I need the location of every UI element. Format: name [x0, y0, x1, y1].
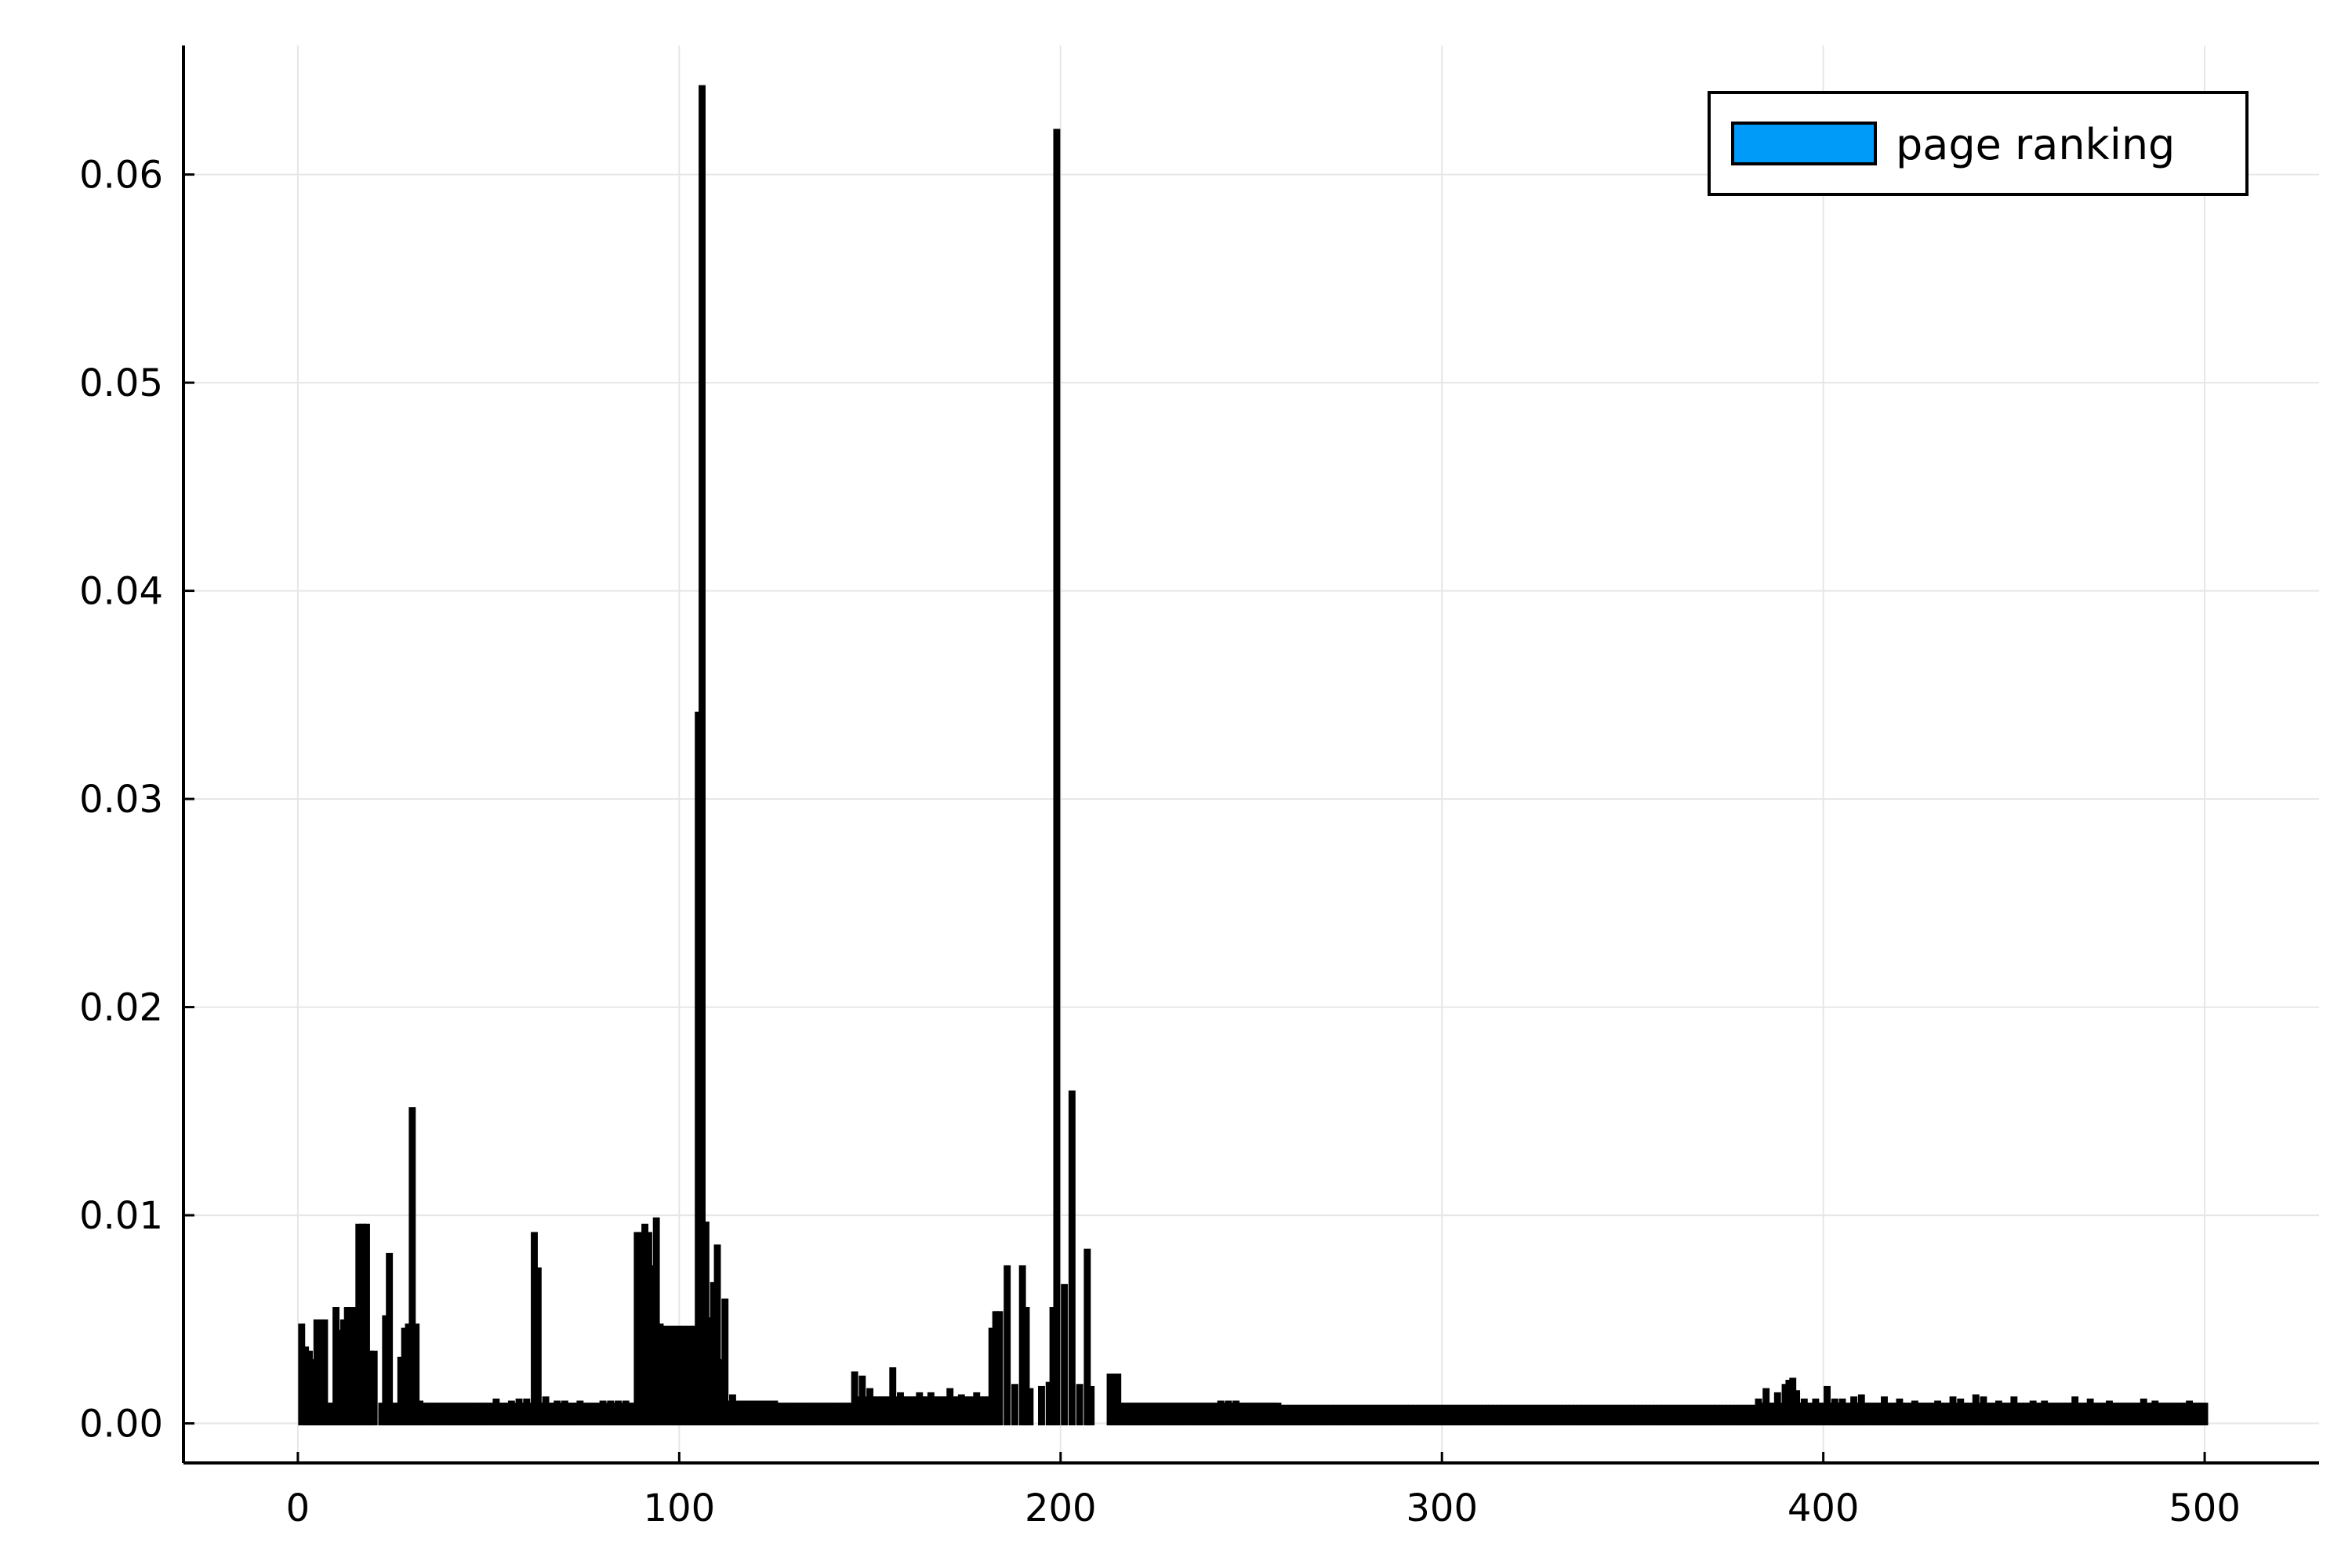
bar: [1038, 1385, 1045, 1426]
bars: [298, 85, 2209, 1426]
bar: [1011, 1384, 1018, 1426]
bar: [1076, 1384, 1083, 1426]
legend-label: page ranking: [1896, 120, 2175, 169]
y-tick-label: 0.00: [79, 1403, 163, 1446]
y-tick-label: 0.02: [79, 986, 163, 1030]
bar: [721, 1298, 729, 1426]
y-tick-label: 0.05: [79, 361, 163, 405]
bar: [1083, 1248, 1091, 1426]
bar: [321, 1319, 328, 1426]
x-tick-label: 200: [1025, 1486, 1097, 1530]
bar: [370, 1350, 378, 1426]
tick-labels: 0 100 200 300 400 500 0.00 0.01 0.02 0.03 0.04 0.05…: [79, 154, 2241, 1530]
bar: [412, 1323, 420, 1426]
y-tick-label: 0.01: [79, 1194, 163, 1238]
x-tick-label: 100: [644, 1486, 716, 1530]
bar: [408, 1107, 416, 1426]
bar: [1022, 1307, 1030, 1426]
bar: [386, 1253, 394, 1426]
legend: page ranking: [1708, 91, 2249, 196]
bar: [2201, 1403, 2209, 1426]
axes: [182, 45, 2319, 1465]
y-tick-label: 0.06: [79, 154, 163, 198]
bar: [1004, 1265, 1011, 1426]
bar: [534, 1267, 542, 1426]
bar: [889, 1367, 897, 1426]
bar: [363, 1223, 370, 1426]
x-tick-label: 0: [286, 1486, 310, 1530]
bar: [1087, 1385, 1095, 1426]
legend-swatch: [1731, 122, 1877, 165]
x-tick-label: 500: [2169, 1486, 2241, 1530]
bar: [1026, 1388, 1034, 1426]
bar: [1053, 129, 1061, 1426]
bar: [652, 1217, 660, 1426]
bar: [1068, 1090, 1076, 1426]
bar: [1061, 1283, 1069, 1426]
y-tick-label: 0.03: [79, 778, 163, 822]
bar: [713, 1244, 721, 1426]
x-tick-label: 300: [1406, 1486, 1478, 1530]
y-tick-label: 0.04: [79, 570, 163, 614]
bar: [996, 1311, 1004, 1426]
x-tick-label: 400: [1788, 1486, 1860, 1530]
bar: [699, 85, 706, 1426]
grid-lines: [183, 45, 2319, 1463]
bar: [1114, 1373, 1122, 1426]
